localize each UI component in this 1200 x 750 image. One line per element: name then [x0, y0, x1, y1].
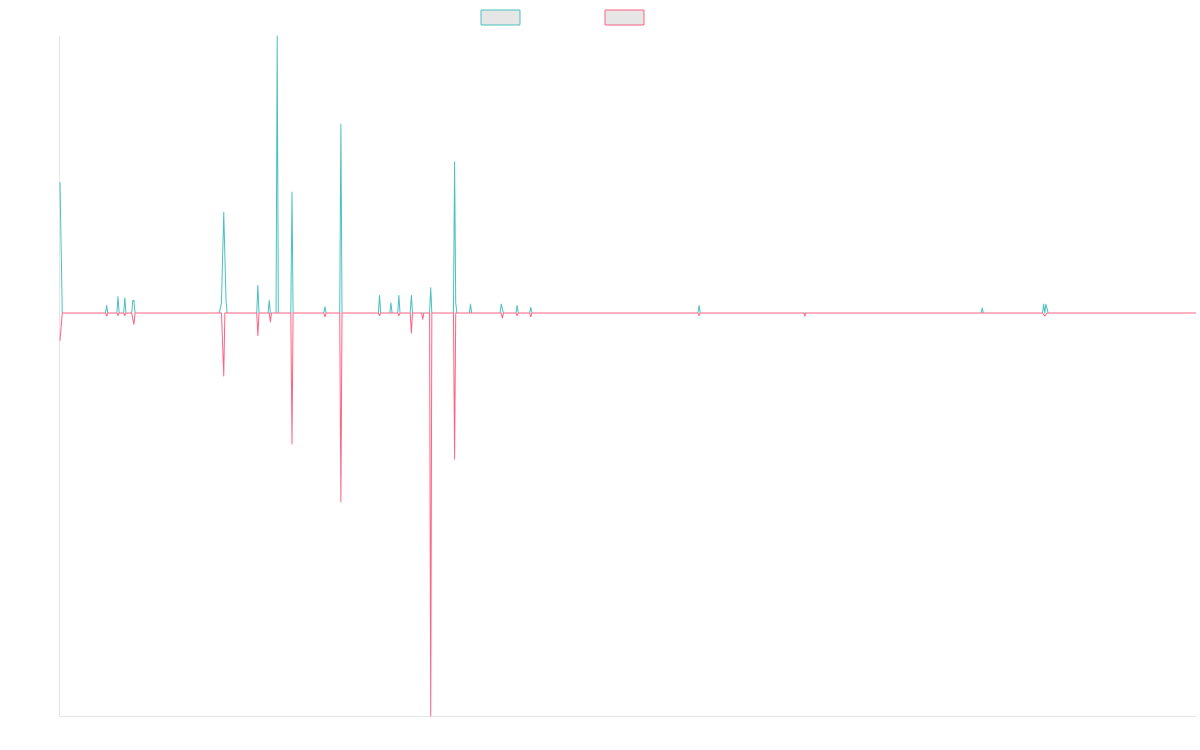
legend-item-2[interactable]: [604, 9, 645, 26]
plot-area: [59, 35, 1196, 717]
series-line-1[interactable]: [59, 35, 1196, 314]
legend[interactable]: [480, 9, 645, 26]
legend-swatch-series-1[interactable]: [480, 9, 521, 26]
legend-swatch-series-2[interactable]: [604, 9, 645, 26]
series-line-2[interactable]: [59, 312, 1196, 717]
legend-item-1[interactable]: [480, 9, 521, 26]
